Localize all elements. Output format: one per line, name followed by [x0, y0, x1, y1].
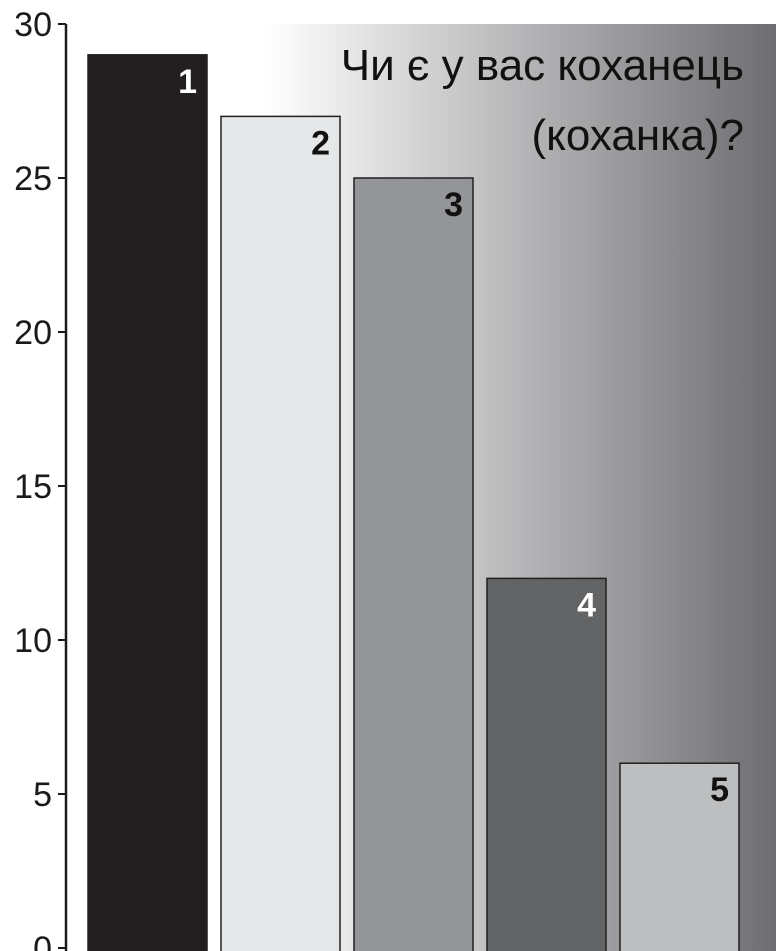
- chart-title: Чи є у вас коханець (коханка)?: [341, 41, 744, 160]
- bar-5: [619, 762, 740, 951]
- chart-title-line-1: Чи є у вас коханець: [341, 41, 744, 90]
- y-tick-label-15: 15: [14, 468, 52, 506]
- y-tick-label-20: 20: [14, 314, 52, 352]
- chart-title-line-2: (коханка)?: [532, 111, 744, 160]
- y-tick-label-25: 25: [14, 160, 52, 198]
- bar-label-1: 1: [178, 63, 197, 101]
- bar-labels: 1 2 3 4 5: [178, 63, 729, 809]
- bar-label-2: 2: [311, 124, 330, 162]
- bar-3: [353, 177, 474, 951]
- y-tick-label-10: 10: [14, 622, 52, 660]
- bar-label-5: 5: [710, 771, 729, 809]
- bar-label-3: 3: [444, 186, 463, 224]
- bars: [87, 54, 740, 951]
- bar-1: [87, 54, 208, 951]
- bar-label-4: 4: [577, 586, 596, 624]
- y-tick-label-5: 5: [33, 776, 52, 814]
- y-tick-label-30: 30: [14, 6, 52, 44]
- y-tick-label-0: 0: [33, 930, 52, 951]
- y-axis-ticks: 0 5 10 15 20 25 30: [14, 6, 66, 951]
- bar-2: [220, 115, 341, 951]
- bar-4: [486, 577, 607, 951]
